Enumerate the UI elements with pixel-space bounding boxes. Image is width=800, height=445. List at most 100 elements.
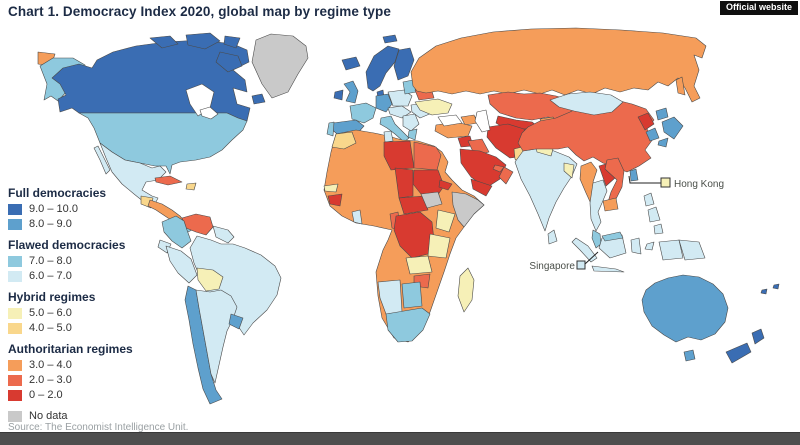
region-peru [165,245,198,284]
region-arctic-islands [149,32,243,73]
legend-swatch-8-9 [8,218,22,230]
legend-swatch-5-6 [8,307,22,319]
singapore-marker [576,260,586,270]
region-philippines [643,192,664,235]
legend-item: 4.0 – 5.0 [8,322,138,334]
legend-item: 7.0 – 8.0 [8,255,138,267]
region-guyana [212,225,235,244]
region-tanzania [427,233,451,259]
bottom-bar [0,432,800,445]
region-ireland [333,89,344,101]
caspian-sea-water [474,109,491,133]
region-venezuela [181,213,214,236]
region-south-sudan [420,191,443,209]
legend-range-label: 9.0 – 10.0 [29,203,78,215]
legend-header-hybrid-regimes: Hybrid regimes [8,290,96,304]
legend-item: 6.0 – 7.0 [8,270,138,282]
legend-range-label: 4.0 – 5.0 [29,322,72,334]
legend-swatch-7-8 [8,255,22,267]
region-australia [641,274,729,343]
region-norway-sweden [365,45,400,92]
region-baja [93,145,111,175]
legend-item: 5.0 – 6.0 [8,307,138,319]
region-guinea [327,193,343,207]
legend-swatch-9-10 [8,203,22,215]
region-somalia [451,191,485,228]
legend-swatch-0-2 [8,389,22,401]
region-sri-lanka [547,229,558,245]
region-svalbard [382,34,398,44]
region-egypt [413,141,442,171]
region-balkans [402,113,420,132]
region-madagascar [457,267,475,313]
region-png [678,239,706,261]
official-website-badge: Official website [719,1,798,15]
region-car [398,195,429,215]
region-south-africa [385,307,431,343]
great-lakes-water [199,106,219,120]
legend-item-no-data: No data [8,410,138,422]
region-zambia [405,255,433,275]
region-mexico [99,142,167,207]
hong-kong-callout-line [628,175,661,184]
region-france [349,102,377,124]
region-libya [383,140,415,171]
black-sea-water [437,114,463,127]
region-hispaniola [185,182,197,191]
region-oman [498,166,514,185]
region-greenland [251,33,309,99]
region-japan [655,107,684,148]
region-morocco [331,131,357,150]
legend-range-label: 3.0 – 4.0 [29,359,72,371]
region-sakhalin [675,76,686,96]
region-russia [410,27,707,103]
legend-range-label: 7.0 – 8.0 [29,255,72,267]
singapore-callout-line [584,251,599,265]
region-kenya [435,209,456,233]
region-south-korea [645,127,660,142]
region-tasmania [683,349,696,362]
legend-item: 3.0 – 4.0 [8,359,138,371]
region-taiwan [629,168,639,182]
singapore-label: Singapore [529,261,575,272]
region-ghana [351,209,363,225]
region-portugal [326,121,335,137]
region-botswana [401,281,423,309]
legend-swatch-3-4 [8,359,22,371]
legend-item: 9.0 – 10.0 [8,203,138,215]
region-new-zealand [725,328,765,364]
region-eritrea [438,179,453,191]
region-mongolia [549,91,624,116]
region-greece [407,128,418,141]
region-india [514,148,578,232]
hong-kong-marker [660,177,671,188]
legend-header-full-democracies: Full democracies [8,186,107,200]
legend-header-flawed-democracies: Flawed democracies [8,238,126,252]
legend-header-authoritarian-regimes: Authoritarian regimes [8,342,133,356]
region-cuba [154,175,183,186]
legend-swatch-2-3 [8,374,22,386]
region-indonesia [571,234,684,273]
region-senegal [323,183,339,193]
map-legend: Full democracies 9.0 – 10.0 8.0 – 9.0 Fl… [8,186,138,425]
region-fiji-pacific [760,283,780,295]
region-north-korea [637,112,655,131]
source-note: Source: The Economist Intelligence Unit. [8,422,189,433]
region-bolivia [196,267,224,292]
region-thailand [589,179,608,232]
region-malaysia-borneo [601,231,624,242]
region-bangladesh [563,162,575,179]
legend-swatch-4-5 [8,322,22,334]
legend-range-label: 8.0 – 9.0 [29,218,72,230]
region-yemen [470,178,493,197]
region-chad [394,167,414,199]
hong-kong-label: Hong Kong [674,179,724,190]
region-ukraine [414,98,453,116]
legend-swatch-6-7 [8,270,22,282]
region-uae [492,164,505,173]
region-finland [393,47,415,81]
legend-range-label: 6.0 – 7.0 [29,270,72,282]
legend-item: 8.0 – 9.0 [8,218,138,230]
